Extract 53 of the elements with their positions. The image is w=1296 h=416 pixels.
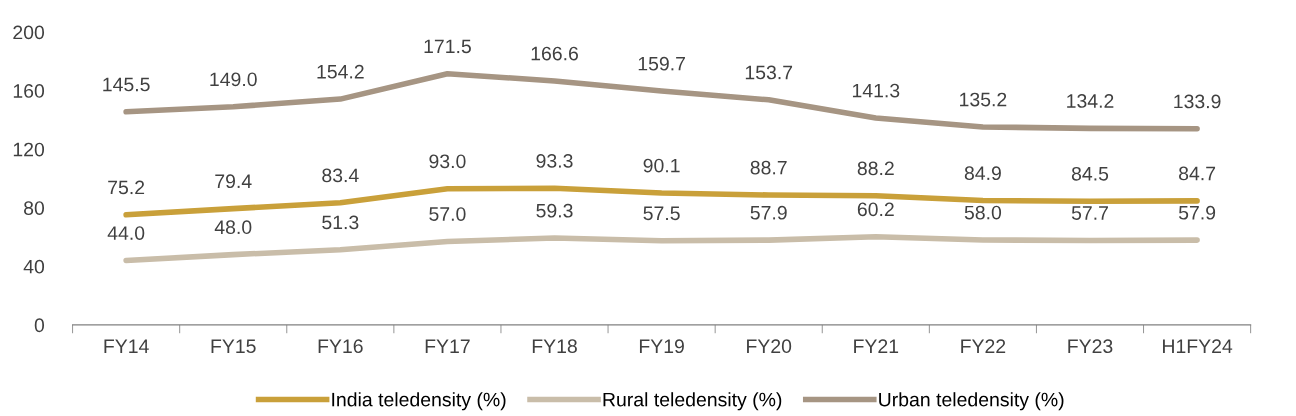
data-label: 57.9 [1178, 205, 1216, 220]
y-tick-label: 160 [13, 84, 45, 98]
x-tick-label: FY17 [425, 339, 470, 353]
legend-label: India teledensity (%) [332, 392, 506, 411]
x-tick-label: FY20 [747, 339, 792, 354]
data-label: 171.5 [424, 39, 471, 54]
x-tick-label: FY23 [1068, 339, 1113, 354]
data-label: 90.1 [643, 158, 680, 173]
data-label: 93.0 [429, 154, 466, 169]
data-label: 83.4 [322, 168, 359, 183]
data-label: 60.2 [857, 202, 894, 217]
data-label: 88.7 [750, 160, 787, 175]
x-tick-label: FY15 [211, 339, 256, 354]
data-label: 93.3 [536, 154, 573, 168]
data-label: 133.9 [1174, 94, 1221, 109]
y-tick-label: 40 [23, 259, 45, 274]
legend-label: Urban teledensity (%) [879, 392, 1064, 411]
data-label: 159.7 [638, 56, 685, 71]
x-tick-label: FY21 [854, 339, 899, 353]
y-tick-label: 80 [24, 201, 45, 215]
data-label: 59.3 [536, 203, 573, 218]
data-label: 149.0 [210, 72, 257, 87]
x-tick-label: FY14 [104, 339, 149, 353]
data-label: 145.5 [103, 77, 150, 92]
data-label: 88.2 [857, 161, 894, 176]
data-label: 57.5 [643, 206, 680, 221]
data-label: 84.9 [964, 166, 1001, 181]
y-tick-label: 120 [13, 142, 45, 157]
data-label: 75.2 [108, 180, 145, 195]
x-tick-label: FY18 [532, 339, 577, 354]
data-label: 58.0 [964, 205, 1002, 220]
y-tick-label: 200 [13, 25, 45, 40]
data-label: 51.3 [322, 215, 359, 230]
x-tick-label: H1FY24 [1163, 339, 1233, 353]
data-label: 153.7 [745, 65, 793, 80]
data-label: 84.5 [1071, 166, 1109, 181]
data-label: 79.4 [215, 174, 252, 189]
data-label: 48.0 [214, 220, 252, 235]
legend-label: Rural teledensity (%) [603, 392, 782, 411]
data-label: 135.2 [960, 92, 1007, 107]
data-label: 44.0 [107, 226, 145, 240]
data-label: 166.6 [531, 46, 578, 61]
x-tick-label: FY22 [961, 339, 1006, 353]
data-label: 134.2 [1067, 94, 1114, 108]
data-label: 57.7 [1071, 206, 1108, 220]
x-tick-label: FY16 [318, 339, 363, 354]
data-label: 57.0 [429, 207, 466, 221]
data-label: 141.3 [852, 83, 900, 98]
data-label: 57.9 [750, 205, 787, 220]
data-label: 84.7 [1179, 166, 1216, 181]
y-tick-label: 0 [34, 318, 45, 333]
x-tick-label: FY19 [639, 339, 684, 354]
data-label: 154.2 [317, 64, 364, 79]
